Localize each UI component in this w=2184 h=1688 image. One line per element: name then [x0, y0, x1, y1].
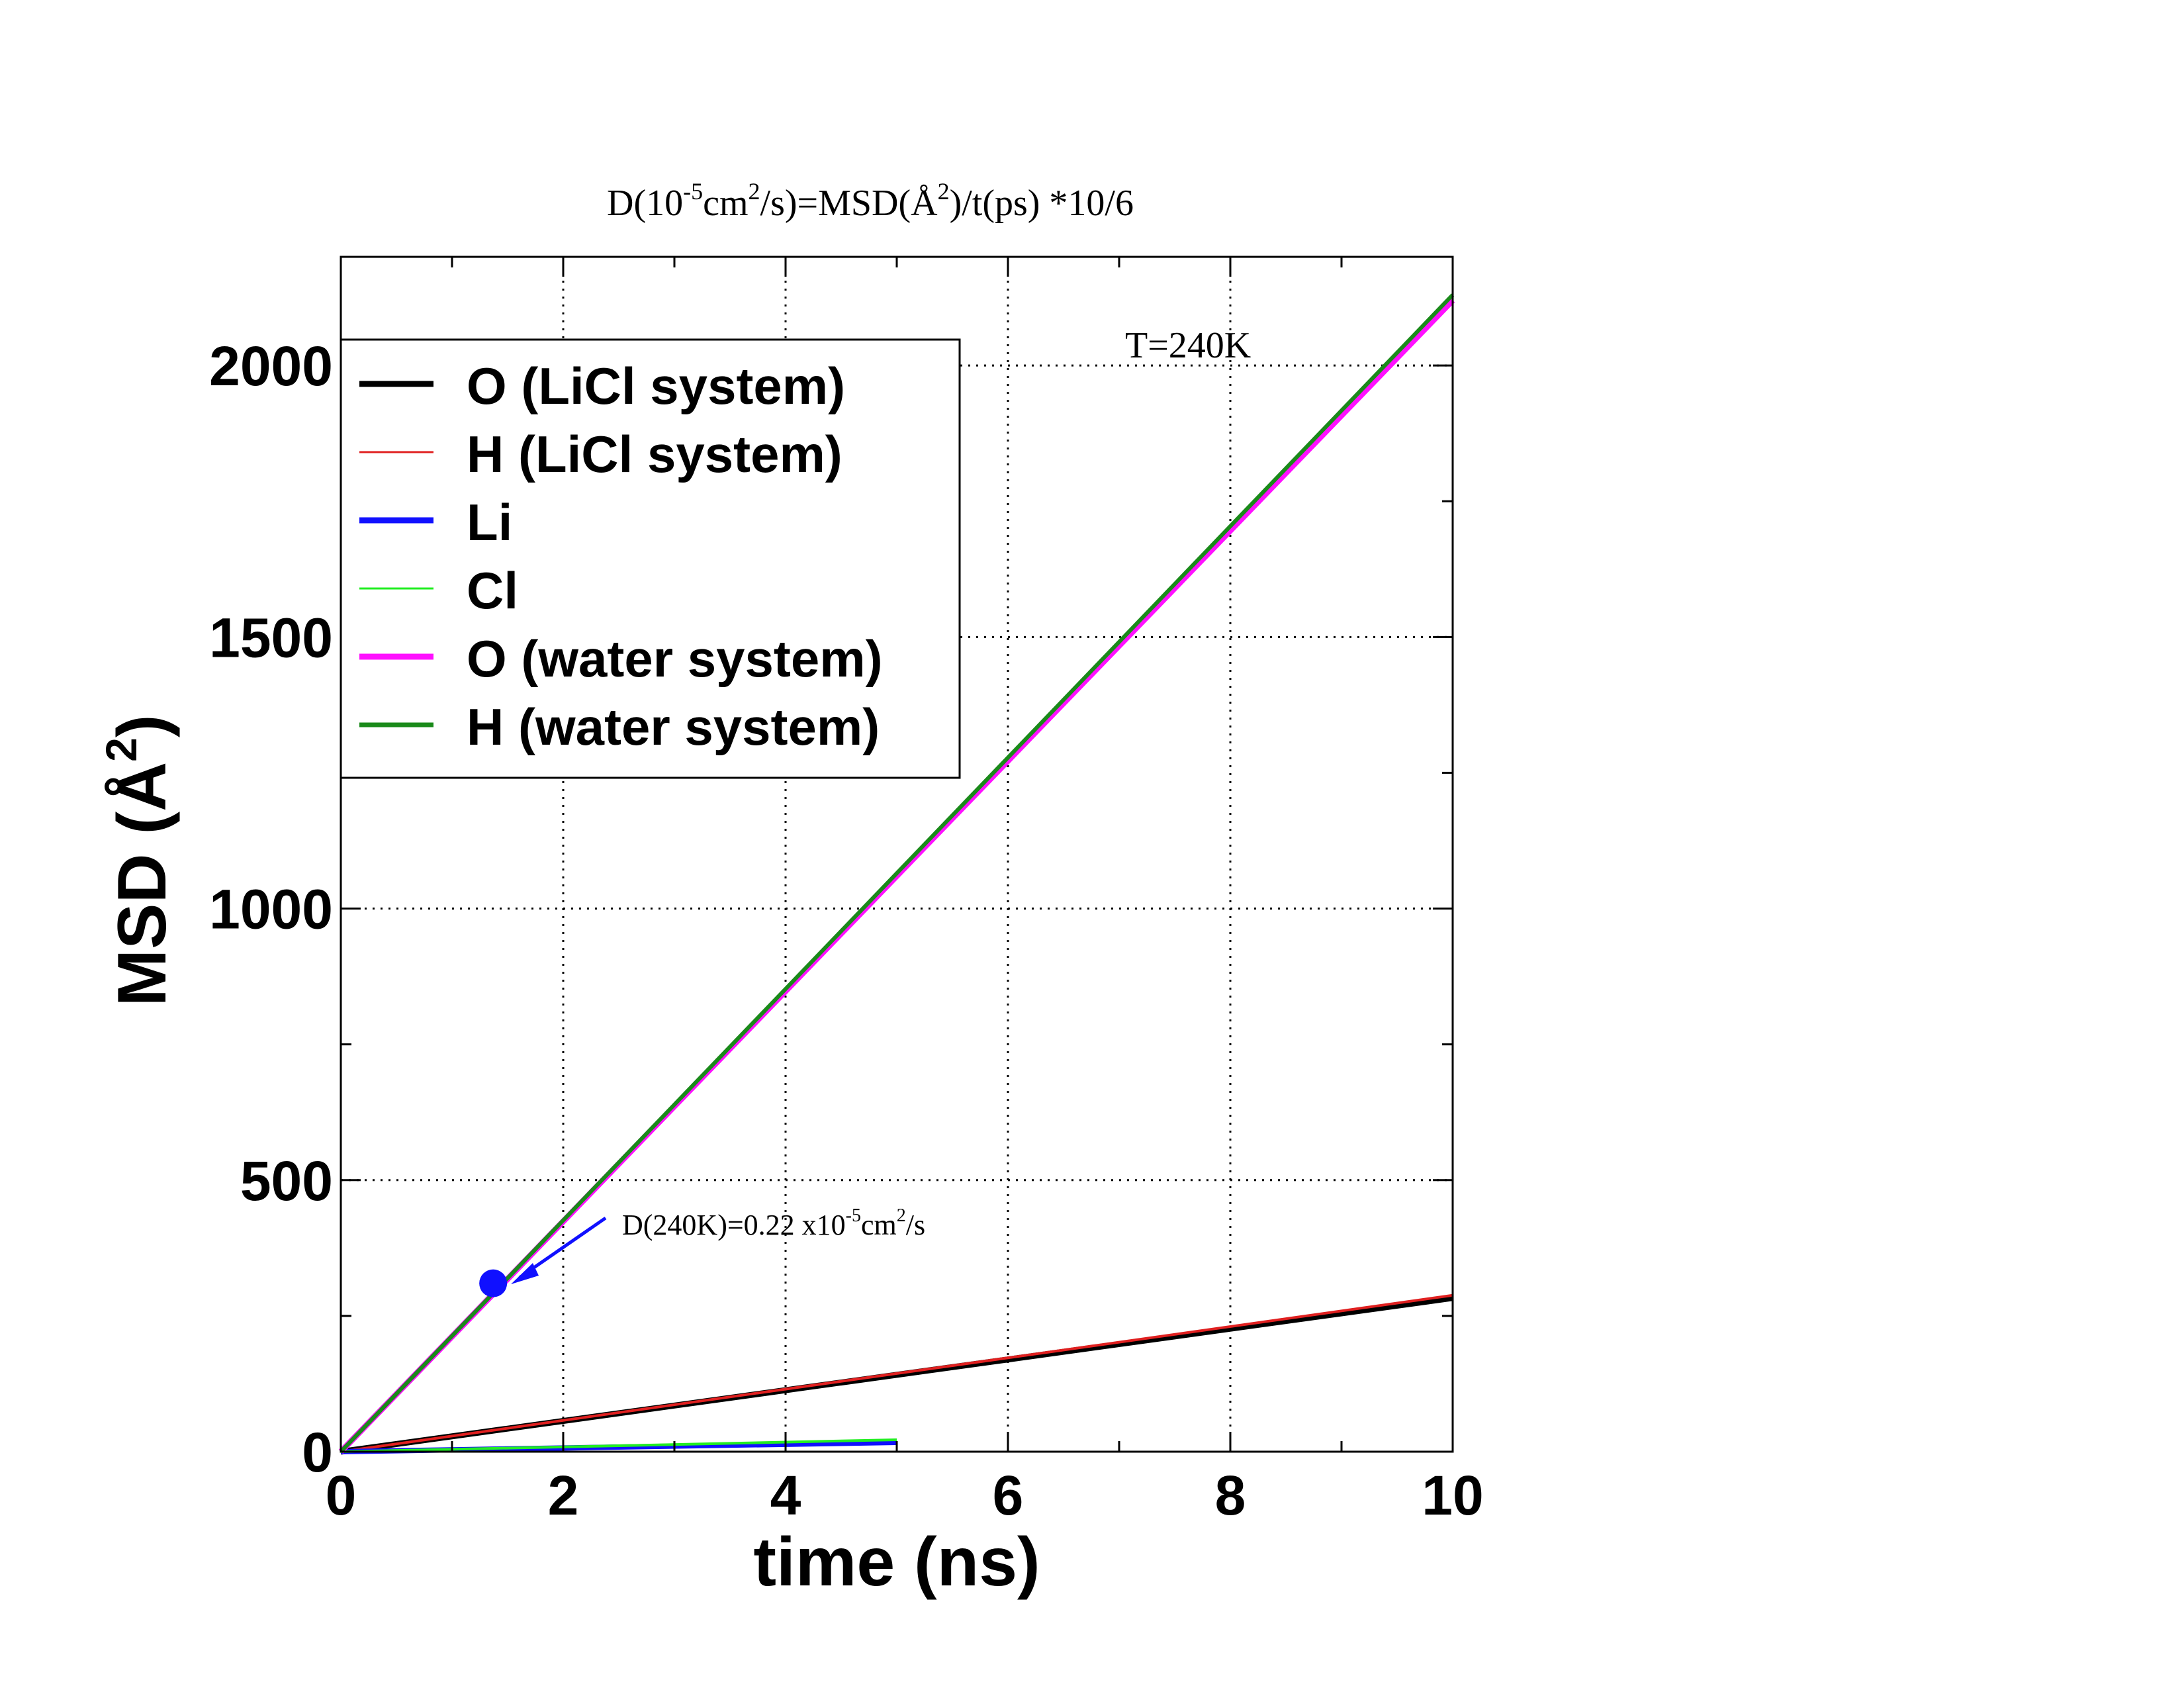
y-tick-label: 2000 [209, 335, 333, 397]
annotation-arrow-head [511, 1263, 539, 1284]
tick-labels: 0 2 4 6 8 10 0 500 1000 1500 2000 [209, 335, 1484, 1526]
legend-label: H (LiCl system) [467, 425, 842, 483]
x-tick-label: 4 [770, 1464, 801, 1526]
legend-label: O (LiCl system) [467, 357, 845, 415]
diffusion-label: D(240K)=0.22 x10-5cm2/s [622, 1205, 925, 1241]
x-tick-label: 0 [326, 1464, 357, 1526]
y-axis-label: MSD (Å2) [97, 714, 181, 1006]
legend-label: Li [467, 493, 512, 551]
x-tick-label: 10 [1422, 1464, 1483, 1526]
legend-label: H (water system) [467, 698, 880, 756]
legend: O (LiCl system) H (LiCl system) Li Cl O (wat… [340, 338, 961, 779]
y-tick-label: 1000 [209, 878, 333, 941]
axis-ticks [340, 257, 1454, 1453]
y-tick-label: 1500 [209, 606, 333, 669]
legend-label: O (water system) [467, 630, 883, 688]
chart-title: D(10-5cm2/s)=MSD(Å2)/t(ps) *10/6 [607, 178, 1134, 224]
y-tick-label: 500 [240, 1150, 333, 1212]
x-tick-label: 8 [1215, 1464, 1246, 1526]
series-line [339, 293, 1455, 1454]
y-tick-label: 0 [302, 1421, 333, 1483]
x-tick-label: 2 [548, 1464, 579, 1526]
series-line [340, 1438, 897, 1453]
temperature-label: T=240K [1125, 325, 1251, 366]
diffusion-annotation: D(240K)=0.22 x10-5cm2/s [479, 1205, 925, 1297]
diffusion-marker [479, 1269, 508, 1297]
x-axis-label: time (ns) [753, 1524, 1040, 1601]
series-lines [338, 293, 1455, 1455]
legend-label: Cl [467, 561, 518, 620]
legend-box [340, 338, 961, 779]
series-line [340, 1293, 1453, 1453]
x-tick-label: 6 [993, 1464, 1024, 1526]
